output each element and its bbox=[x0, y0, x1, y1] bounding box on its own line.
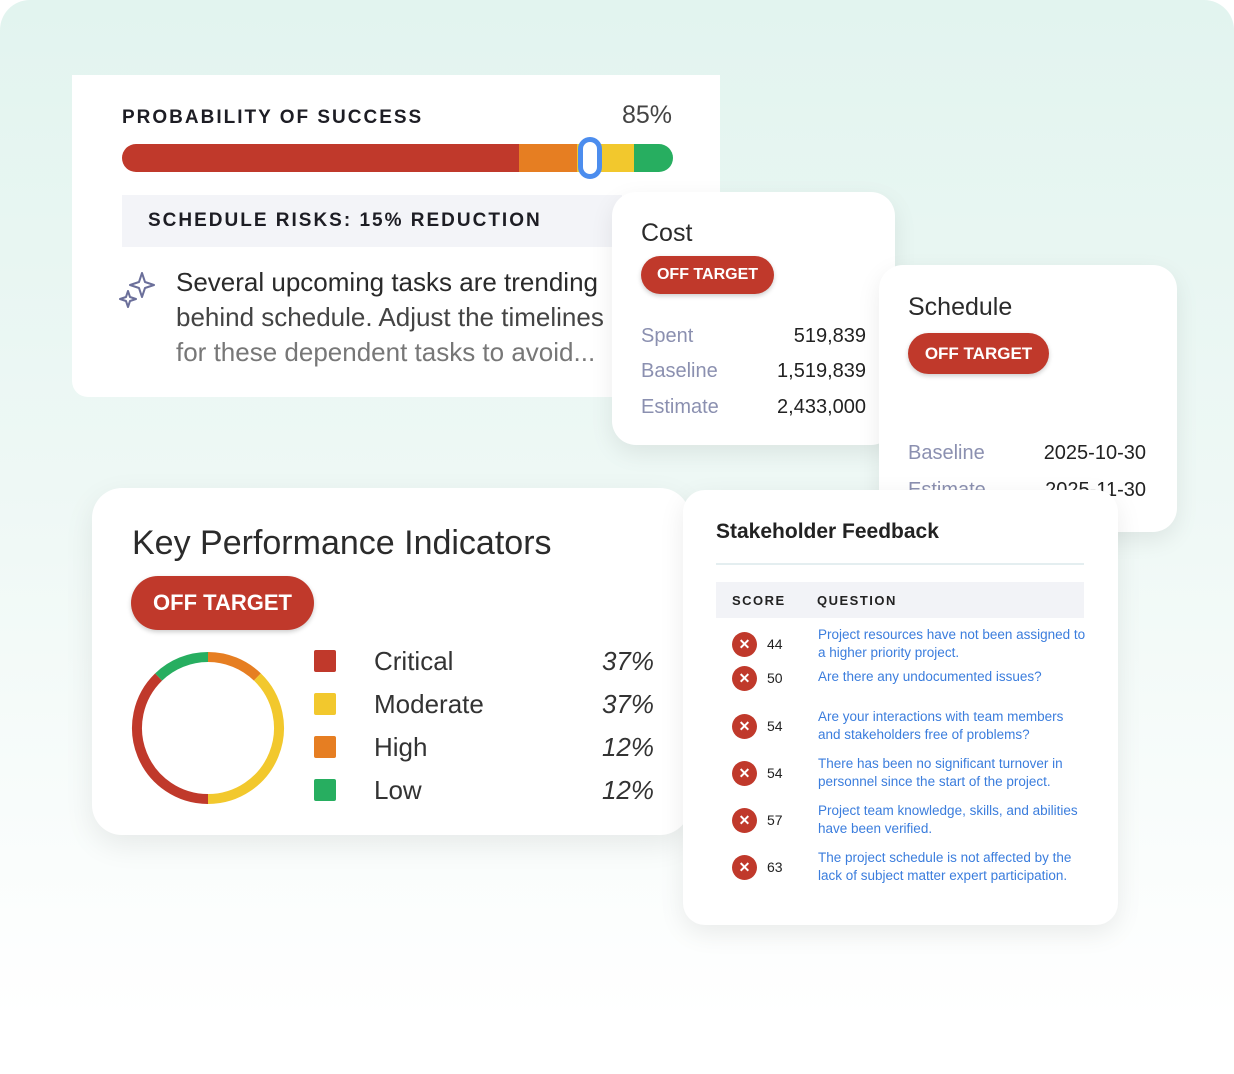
kpi-title: Key Performance Indicators bbox=[132, 524, 552, 562]
row-value: 1,519,839 bbox=[777, 360, 866, 382]
cost-title: Cost bbox=[641, 219, 693, 247]
legend-swatch bbox=[314, 779, 336, 801]
probability-bar-segment bbox=[634, 144, 673, 172]
table-row[interactable]: ✕ 50 Are there any undocumented issues? bbox=[716, 666, 1084, 714]
legend-percent: 12% bbox=[601, 732, 654, 762]
legend-item-moderate: Moderate 37% bbox=[314, 689, 654, 719]
table-header: SCORE QUESTION bbox=[716, 582, 1084, 618]
legend-percent: 12% bbox=[601, 775, 654, 805]
kpi-card: Key Performance Indicators OFF TARGET Cr… bbox=[92, 488, 690, 835]
table-row[interactable]: ✕ 54 Are your interactions with team mem… bbox=[716, 709, 1084, 754]
insight-line: behind schedule. Adjust the timelines bbox=[176, 302, 604, 332]
score-value: 44 bbox=[767, 636, 783, 652]
insight-line: for these dependent tasks to avoid... bbox=[176, 337, 596, 367]
row-label: Baseline bbox=[641, 360, 718, 382]
probability-title: PROBABILITY OF SUCCESS bbox=[122, 107, 424, 128]
x-circle-icon: ✕ bbox=[732, 632, 757, 657]
stakeholder-feedback-card: Stakeholder Feedback SCORE QUESTION ✕ 44… bbox=[683, 490, 1118, 925]
divider bbox=[716, 563, 1084, 565]
table-row[interactable]: ✕ 63 The project schedule is not affecte… bbox=[716, 850, 1084, 895]
row-label: Spent bbox=[641, 325, 694, 347]
x-circle-icon: ✕ bbox=[732, 666, 757, 691]
question-link[interactable]: Are your interactions with team members … bbox=[818, 709, 1064, 742]
table-row[interactable]: ✕ 54 There has been no significant turno… bbox=[716, 756, 1084, 801]
score-value: 63 bbox=[767, 859, 783, 875]
probability-bar-segment bbox=[518, 144, 577, 172]
row-label: Estimate bbox=[641, 396, 719, 418]
score-value: 57 bbox=[767, 812, 783, 828]
schedule-status-badge: OFF TARGET bbox=[908, 333, 1049, 374]
insight-message: Several upcoming tasks are trending behi… bbox=[176, 265, 616, 370]
question-link[interactable]: Are there any undocumented issues? bbox=[818, 669, 1042, 684]
question-link[interactable]: Project resources have not been assigned… bbox=[818, 627, 1086, 660]
x-circle-icon: ✕ bbox=[732, 855, 757, 880]
question-link[interactable]: The project schedule is not affected by … bbox=[818, 850, 1072, 883]
table-row[interactable]: ✕ 57 Project team knowledge, skills, and… bbox=[716, 803, 1084, 848]
column-header-score[interactable]: SCORE bbox=[732, 593, 786, 608]
kpi-status-badge: OFF TARGET bbox=[131, 576, 314, 630]
kpi-donut-chart bbox=[132, 652, 284, 804]
donut-segment-high bbox=[207, 652, 261, 681]
insight-line: Several upcoming tasks are trending bbox=[176, 267, 599, 297]
legend-swatch bbox=[314, 650, 336, 672]
table-row[interactable]: ✕ 44 Project resources have not been ass… bbox=[716, 627, 1085, 672]
cost-status-badge: OFF TARGET bbox=[641, 256, 774, 294]
x-circle-icon: ✕ bbox=[732, 761, 757, 786]
cost-row: Spent 519,839 bbox=[641, 325, 866, 348]
question-link[interactable]: There has been no significant turnover i… bbox=[818, 756, 1063, 789]
legend-swatch bbox=[314, 736, 336, 758]
row-value: 2025-10-30 bbox=[1043, 442, 1146, 464]
feedback-title: Stakeholder Feedback bbox=[716, 520, 939, 543]
cost-row: Estimate 2,433,000 bbox=[641, 396, 866, 419]
probability-bar-segment bbox=[122, 144, 519, 172]
donut-segment-critical bbox=[132, 673, 209, 804]
probability-value: 85% bbox=[622, 101, 673, 129]
legend-item-high: High 12% bbox=[314, 732, 654, 762]
column-header-question[interactable]: QUESTION bbox=[817, 593, 897, 608]
probability-slider-thumb[interactable] bbox=[578, 137, 603, 179]
legend-label: High bbox=[374, 732, 428, 762]
row-value: 2,433,000 bbox=[777, 396, 866, 418]
cost-row: Baseline 1,519,839 bbox=[641, 360, 866, 383]
sparkle-icon bbox=[119, 272, 155, 308]
legend-label: Critical bbox=[374, 646, 454, 676]
score-value: 54 bbox=[767, 718, 783, 734]
legend-label: Low bbox=[374, 775, 422, 805]
row-label: Baseline bbox=[908, 442, 985, 464]
schedule-row: Baseline 2025-10-30 bbox=[908, 442, 1146, 465]
x-circle-icon: ✕ bbox=[732, 808, 757, 833]
question-link[interactable]: Project team knowledge, skills, and abil… bbox=[818, 803, 1078, 836]
schedule-risk-banner: SCHEDULE RISKS: 15% REDUCTION bbox=[122, 195, 622, 247]
legend-percent: 37% bbox=[601, 646, 654, 676]
donut-segment-moderate bbox=[207, 673, 284, 804]
legend-item-low: Low 12% bbox=[314, 775, 654, 805]
row-value: 519,839 bbox=[793, 325, 866, 347]
cost-card: Cost OFF TARGET Spent 519,839 Baseline 1,5… bbox=[612, 192, 895, 445]
x-circle-icon: ✕ bbox=[732, 714, 757, 739]
legend-swatch bbox=[314, 693, 336, 715]
donut-segment-low bbox=[155, 652, 209, 681]
legend-label: Moderate bbox=[374, 689, 484, 719]
score-value: 54 bbox=[767, 765, 783, 781]
legend-item-critical: Critical 37% bbox=[314, 646, 654, 676]
schedule-title: Schedule bbox=[908, 293, 1013, 321]
legend-percent: 37% bbox=[601, 689, 654, 719]
score-value: 50 bbox=[767, 670, 783, 686]
